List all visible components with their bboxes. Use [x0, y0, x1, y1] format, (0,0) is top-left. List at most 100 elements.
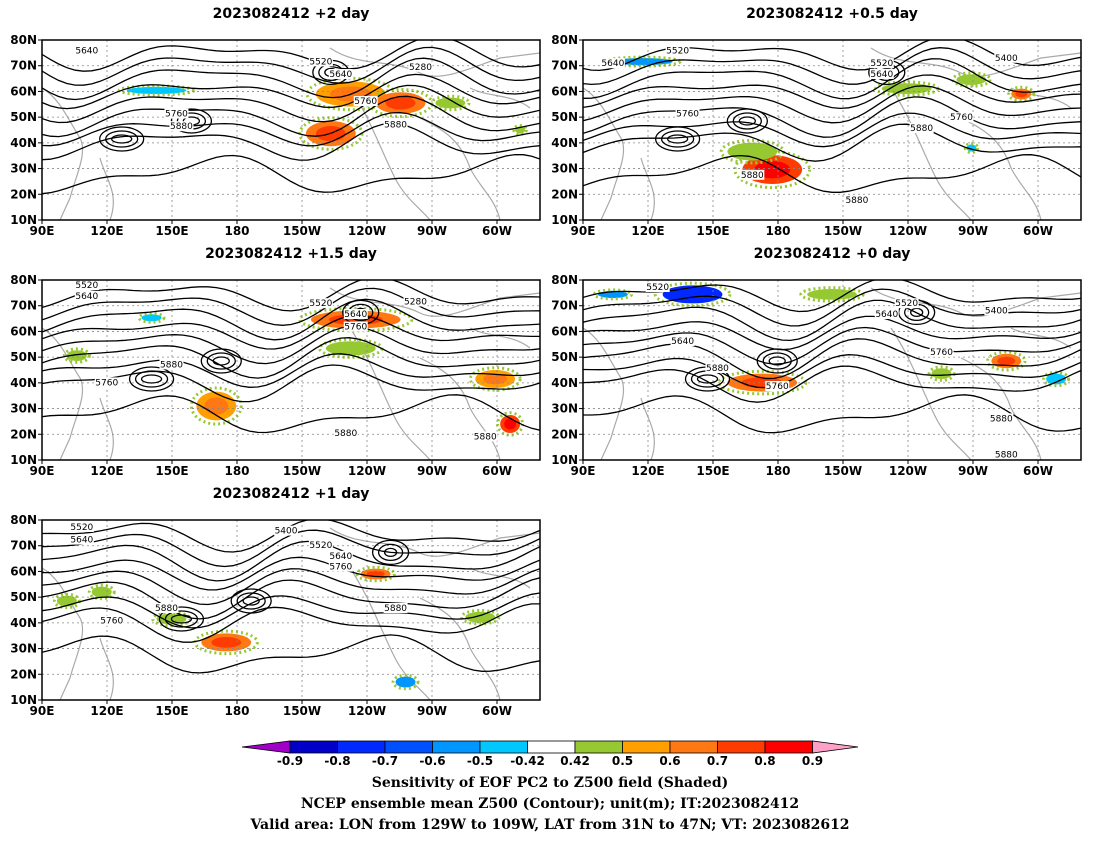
contour-line	[42, 592, 540, 629]
colorbar-segment	[527, 740, 576, 754]
contour-label: 5880	[384, 120, 407, 130]
contour-label: 5520	[309, 299, 332, 309]
colorbar-tick-label: -0.8	[324, 754, 350, 768]
contour-label-bg	[343, 309, 368, 319]
contour-label: 5280	[409, 63, 432, 73]
lat-tick-label: 10N	[10, 213, 37, 227]
closed-contour	[383, 547, 398, 558]
colorbar-tick-label: 0.9	[802, 754, 823, 768]
closed-contour	[212, 356, 230, 366]
colorbar-tick-label: 0.5	[612, 754, 633, 768]
contour-label: 5880	[995, 450, 1018, 460]
lat-tick-label: 40N	[10, 376, 37, 390]
coastlines	[583, 287, 1081, 460]
contour-label: 5520	[70, 523, 93, 533]
colorbar-segment	[384, 740, 433, 754]
contour-label-bg	[308, 56, 333, 67]
contour-line	[42, 95, 540, 138]
sensitivity-shading-edge	[951, 71, 992, 88]
sensitivity-shading-patch	[931, 368, 952, 379]
contour-label: 5880	[741, 171, 764, 181]
lat-tick-label: 20N	[10, 187, 37, 201]
sensitivity-shading-edge	[52, 592, 81, 610]
sensitivity-shading-edge	[137, 311, 166, 324]
lat-tick-label: 30N	[10, 402, 37, 416]
panel-title: 2023082412 +0.5 day	[746, 6, 918, 22]
lon-tick-label: 180	[224, 464, 249, 478]
contour-line	[42, 337, 540, 379]
closed-contour	[158, 606, 205, 632]
contour-line	[42, 314, 540, 350]
lat-tick-label: 10N	[10, 453, 37, 467]
lon-tick-label: 120W	[889, 464, 927, 478]
contour-label: 5880	[910, 124, 933, 134]
colorbar-tick-label: -0.6	[419, 754, 445, 768]
contour-label-bg	[949, 112, 974, 123]
colorbar-tick-label: 0.7	[707, 754, 728, 768]
plot-frame	[41, 279, 541, 461]
closed-contour	[726, 108, 768, 134]
contour-label: 5760	[165, 110, 188, 120]
contour-label-bg	[154, 603, 179, 613]
panel-title: 2023082412 +1 day	[212, 486, 370, 502]
lon-tick-label: 120W	[889, 224, 927, 238]
plot-frame	[582, 279, 1082, 461]
lon-tick-label: 150W	[283, 464, 321, 478]
contour-label: 5760	[766, 382, 789, 392]
closed-contour	[654, 126, 701, 152]
lon-tick-label: 180	[224, 224, 249, 238]
colorbar-tick-label: 0.8	[754, 754, 775, 768]
contour-label: 5880	[990, 414, 1013, 424]
closed-contour	[170, 108, 213, 134]
contour-label-bg	[675, 108, 700, 119]
contour-label: 5880	[334, 429, 357, 439]
contour-label: 5880	[474, 432, 497, 442]
contour-label: 5640	[75, 292, 98, 302]
sensitivity-shading-edge	[430, 94, 471, 112]
lat-tick-label: 80N	[551, 33, 578, 47]
lat-lon-grid	[42, 520, 540, 700]
caption-line-2: NCEP ensemble mean Z500 (Contour); unit(…	[300, 796, 800, 812]
z500-contours	[42, 280, 540, 434]
lat-tick-label: 40N	[10, 136, 37, 150]
lon-tick-label: 90W	[417, 704, 447, 718]
contour-label-bg	[274, 525, 299, 536]
colorbar-tick-label: -0.42	[510, 754, 545, 768]
colorbar-tick-label: 0.6	[659, 754, 680, 768]
map-panel-plus0-day: 5520 5520 5640 5400 5640 5760 5880 5760 5880 5880…	[541, 268, 1086, 488]
contour-label-bg	[874, 309, 899, 319]
sensitivity-shading-edge	[87, 583, 116, 601]
sensitivity-shading-core	[204, 397, 229, 415]
contour-label-bg	[645, 282, 670, 292]
lat-tick-label: 60N	[10, 84, 37, 98]
contour-label: 5760	[329, 563, 352, 573]
colorbar: -0.9 -0.8 -0.7 -0.6 -0.5 -0.42 0.42 0.5 0.6 0.7 0.…	[241, 740, 859, 768]
lon-tick-label: 150E	[155, 224, 188, 238]
contour-label-bg	[74, 45, 99, 56]
lat-tick-label: 30N	[551, 162, 578, 176]
contour-label-bg	[869, 69, 894, 79]
contour-label: 5640	[70, 536, 93, 546]
contour-line	[583, 74, 1081, 110]
contour-label-bg	[408, 61, 433, 72]
contour-label-bg	[670, 336, 695, 346]
contour-label-bg	[909, 123, 934, 133]
lat-tick-label: 70N	[10, 539, 37, 553]
lon-tick-label: 90E	[571, 224, 596, 238]
colorbar-tick-label: 0.42	[560, 754, 590, 768]
caption-line-1: Sensitivity of EOF PC2 to Z500 field (Sh…	[371, 775, 729, 791]
contour-label: 5760	[100, 617, 123, 627]
closed-contour	[738, 116, 756, 126]
lon-tick-label: 120E	[90, 464, 123, 478]
contour-line	[42, 46, 540, 86]
contour-line	[42, 634, 540, 674]
closed-contour	[164, 610, 199, 628]
contour-label: 5520	[666, 47, 689, 57]
colorbar-tick-label: -0.5	[467, 754, 493, 768]
contour-label: 5760	[930, 348, 953, 358]
contour-label-bg	[665, 45, 690, 56]
sensitivity-shading-patch	[325, 341, 376, 356]
sensitivity-shading-patch	[141, 314, 162, 322]
contour-line	[583, 85, 1081, 124]
